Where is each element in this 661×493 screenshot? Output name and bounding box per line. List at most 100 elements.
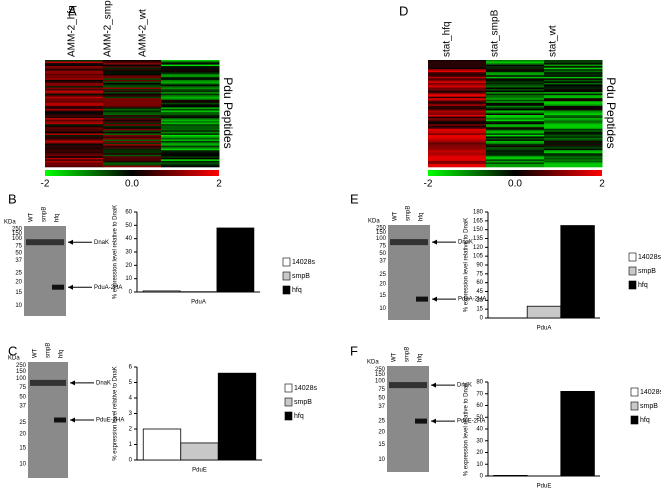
heatmap-cell bbox=[428, 119, 487, 122]
y-tick-label: 30 bbox=[476, 298, 483, 304]
legend-swatch bbox=[282, 271, 291, 281]
bar bbox=[526, 305, 562, 319]
marker-label: 75 bbox=[19, 385, 26, 391]
heatmap-cell bbox=[161, 144, 220, 146]
heatmap-cell bbox=[45, 116, 104, 119]
heatmap-cell bbox=[103, 137, 162, 140]
heatmap-cell bbox=[486, 133, 545, 136]
heatmap-cell bbox=[103, 127, 162, 130]
heatmap-cell bbox=[103, 111, 162, 114]
heatmap-cell bbox=[428, 113, 487, 116]
heatmap-cell bbox=[486, 76, 545, 79]
marker-label: 150 bbox=[12, 231, 23, 237]
legend-swatch bbox=[628, 266, 637, 276]
marker-label: 25 bbox=[19, 420, 26, 426]
heatmap-cell bbox=[161, 60, 220, 62]
heatmap-cell bbox=[45, 142, 104, 145]
y-tick-label: 165 bbox=[473, 218, 484, 224]
heatmap-cell bbox=[45, 163, 104, 166]
heatmap-cell bbox=[486, 148, 545, 151]
heatmap-cell bbox=[544, 60, 603, 62]
heatmap-cell bbox=[428, 107, 487, 110]
marker-label: 15 bbox=[19, 445, 26, 451]
marker-label: 100 bbox=[16, 376, 27, 382]
y-tick-label: 60 bbox=[476, 403, 483, 409]
legend-label: 14028s bbox=[294, 385, 317, 392]
band-label: DnaK bbox=[458, 240, 473, 246]
heatmap-cell bbox=[45, 151, 104, 154]
y-tick-label: 15 bbox=[476, 307, 483, 313]
heatmap-cell bbox=[161, 153, 220, 156]
marker-label: 20 bbox=[379, 281, 386, 287]
heatmap-cell bbox=[486, 66, 545, 68]
y-tick-label: 80 bbox=[476, 380, 483, 386]
heatmap-cell bbox=[161, 107, 220, 110]
heatmap-cell bbox=[428, 96, 487, 99]
unit-label: KDa bbox=[367, 360, 379, 366]
heatmap-cell bbox=[428, 98, 487, 101]
heatmap-cell bbox=[161, 115, 220, 117]
arrow-head bbox=[68, 284, 73, 290]
marker-label: 37 bbox=[379, 259, 386, 265]
heatmap-cell bbox=[161, 81, 220, 84]
heatmap-cell bbox=[486, 87, 545, 90]
heatmap-cell bbox=[45, 111, 104, 114]
heatmap-cell bbox=[161, 78, 220, 81]
y-tick-label: 4 bbox=[129, 396, 133, 402]
y-tick-label: 135 bbox=[473, 236, 484, 242]
y-tick-label: 5 bbox=[129, 380, 133, 386]
heatmap-cell bbox=[161, 76, 220, 79]
heatmap-cell bbox=[45, 130, 104, 133]
heatmap-cell bbox=[45, 105, 104, 108]
heatmap-cell bbox=[428, 75, 487, 78]
heatmap-cell bbox=[428, 79, 487, 82]
heatmap-cell bbox=[544, 104, 603, 107]
y-tick-label: 70 bbox=[476, 391, 483, 397]
heatmap-cell bbox=[544, 76, 603, 79]
heatmap-cell bbox=[45, 145, 104, 148]
heatmap-cell bbox=[486, 79, 545, 82]
heatmap-cell bbox=[103, 154, 162, 157]
y-axis-label: % expression level relative to DnaK bbox=[464, 218, 470, 312]
heatmap-cell bbox=[544, 72, 603, 75]
heatmap-cell bbox=[161, 128, 220, 131]
heatmap-cell bbox=[103, 69, 162, 71]
band bbox=[54, 417, 66, 423]
heatmap-cell bbox=[428, 131, 487, 134]
heatmap-cell bbox=[45, 165, 104, 168]
row-label: Pdu Peptides bbox=[221, 77, 235, 148]
heatmap-cell bbox=[103, 67, 162, 70]
heatmap-cell bbox=[486, 70, 545, 73]
heatmap-cell bbox=[161, 98, 220, 101]
heatmap-cell bbox=[428, 163, 487, 166]
heatmap-cell bbox=[428, 137, 487, 140]
legend-swatch bbox=[284, 383, 293, 393]
heatmap-cell bbox=[544, 96, 603, 99]
heatmap-cell bbox=[45, 102, 104, 105]
color-bar bbox=[428, 170, 602, 176]
y-tick-label: 1 bbox=[129, 442, 133, 448]
column-label: stat_hfq bbox=[442, 21, 453, 57]
heatmap-cell bbox=[103, 142, 162, 145]
heatmap-cell bbox=[544, 61, 603, 64]
heatmap-cell bbox=[544, 127, 603, 130]
heatmap-cell bbox=[103, 101, 162, 104]
heatmap-cell bbox=[45, 76, 104, 79]
heatmap-cell bbox=[103, 125, 162, 128]
marker-label: 25 bbox=[15, 270, 22, 276]
legend-label: hfq bbox=[294, 413, 304, 420]
heatmap-cell bbox=[161, 137, 220, 140]
heatmap-cell bbox=[428, 101, 487, 104]
heatmap-cell bbox=[45, 73, 104, 76]
heatmap-cell bbox=[45, 110, 104, 113]
heatmap-cell bbox=[103, 76, 162, 79]
heatmap-cell bbox=[486, 128, 545, 131]
legend-label: hfq bbox=[638, 282, 648, 289]
heatmap-cell bbox=[428, 102, 487, 105]
heatmap-cell bbox=[486, 73, 545, 76]
heatmap-cell bbox=[544, 113, 603, 116]
heatmap-cell bbox=[428, 121, 487, 123]
heatmap-cell bbox=[45, 147, 104, 149]
legend-swatch bbox=[628, 280, 637, 290]
heatmap-cell bbox=[103, 122, 162, 125]
